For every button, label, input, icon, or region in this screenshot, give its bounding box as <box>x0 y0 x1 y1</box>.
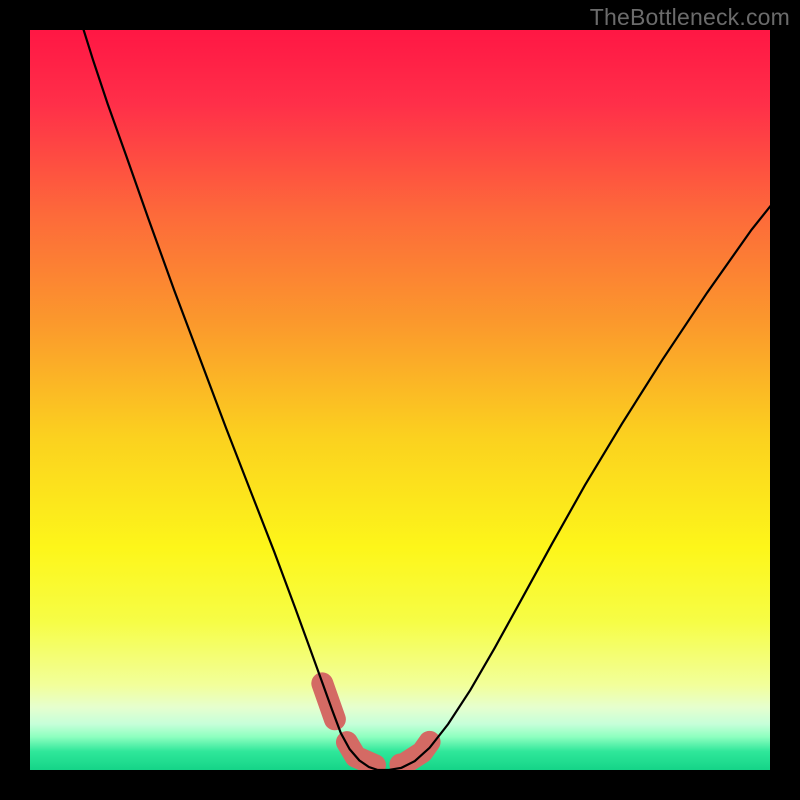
gradient-background <box>30 30 770 770</box>
watermark-text: TheBottleneck.com <box>590 4 790 31</box>
bottleneck-chart <box>0 0 800 800</box>
